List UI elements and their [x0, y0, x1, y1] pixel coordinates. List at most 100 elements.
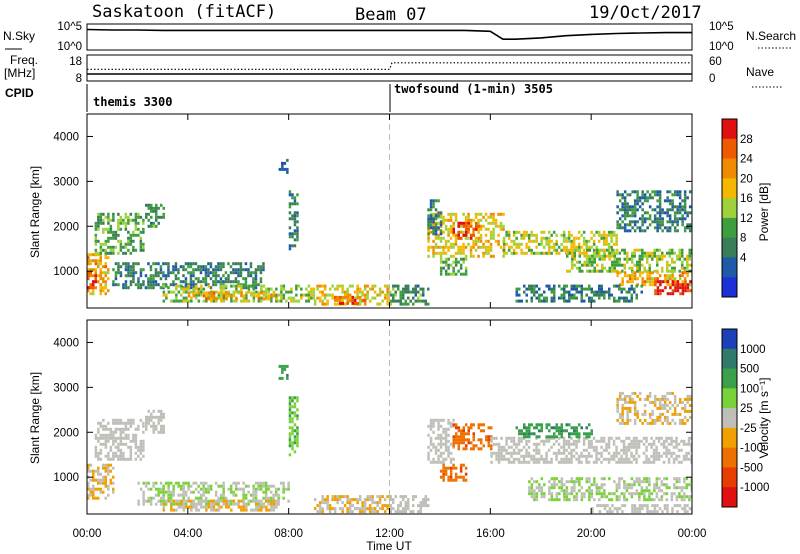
heatmap-cell [502, 251, 506, 255]
heatmap-cell [645, 448, 648, 452]
heatmap-cell [571, 260, 574, 264]
heatmap-cell [293, 429, 297, 433]
heatmap-cell [129, 457, 133, 461]
heatmap-cell [190, 499, 193, 503]
heatmap-cell [182, 296, 186, 300]
heatmap-cell [205, 299, 208, 303]
heatmap-cell [555, 429, 558, 433]
heatmap-cell [525, 439, 528, 443]
heatmap-cell [252, 484, 255, 488]
heatmap-cell [272, 508, 276, 512]
heatmap-cell [155, 215, 158, 219]
heatmap-cell [610, 498, 614, 502]
heatmap-cell [623, 217, 627, 221]
heatmap-cell [429, 199, 433, 203]
heatmap-cell [280, 287, 283, 291]
heatmap-cell [281, 376, 284, 380]
heatmap-cell [671, 283, 675, 287]
heatmap-cell [635, 477, 639, 481]
heatmap-cell [259, 487, 263, 491]
heatmap-cell [429, 427, 433, 431]
heatmap-cell [154, 280, 158, 284]
heatmap-cell [530, 486, 534, 490]
heatmap-cell [595, 454, 598, 458]
heatmap-cell [104, 469, 107, 473]
heatmap-cell [99, 472, 102, 476]
heatmap-cell [573, 483, 576, 487]
heatmap-cell [346, 301, 349, 305]
heatmap-cell [150, 215, 153, 219]
heatmap-cell [638, 418, 642, 422]
heatmap-cell [215, 297, 218, 301]
heatmap-cell [220, 297, 223, 301]
heatmap-cell [99, 262, 102, 266]
heatmap-cell [300, 293, 303, 297]
heatmap-cell [244, 493, 248, 497]
heatmap-cell [293, 244, 297, 248]
heatmap-cell [673, 406, 677, 410]
heatmap-cell [655, 445, 658, 449]
heatmap-cell [651, 257, 654, 261]
heatmap-cell [633, 391, 637, 395]
heatmap-cell [159, 487, 163, 491]
heatmap-cell [515, 457, 518, 461]
heatmap-cell [222, 291, 226, 295]
heatmap-cell [114, 262, 118, 266]
heatmap-cell [502, 457, 506, 461]
heatmap-cell [572, 454, 576, 458]
heatmap-cell [568, 492, 571, 496]
heatmap-cell [681, 254, 684, 258]
heatmap-cell [464, 254, 468, 258]
heatmap-cell [296, 214, 299, 218]
heatmap-cell [262, 297, 266, 301]
heatmap-cell [132, 248, 135, 252]
heatmap-cell [616, 223, 619, 227]
heatmap-cell [512, 242, 516, 246]
heatmap-cell [684, 289, 687, 293]
heatmap-cell [632, 436, 636, 440]
heatmap-cell [613, 251, 616, 255]
heatmap-cell [412, 290, 415, 294]
heatmap-cell [664, 286, 667, 290]
heatmap-cell [237, 481, 240, 485]
heatmap-cell [527, 248, 531, 252]
heatmap-cell [673, 412, 677, 416]
heatmap-cell [632, 457, 636, 461]
colorbar-segment [722, 467, 737, 488]
heatmap-cell [346, 295, 349, 299]
heatmap-cell [232, 499, 236, 503]
heatmap-cell [545, 460, 548, 464]
heatmap-cell [641, 217, 644, 221]
heatmap-cell [525, 432, 528, 436]
heatmap-cell [288, 408, 292, 412]
heatmap-cell [601, 269, 604, 273]
heatmap-cell [671, 260, 674, 264]
heatmap-cell [277, 299, 281, 303]
heatmap-cell [296, 399, 299, 403]
heatmap-cell [189, 490, 193, 494]
heatmap-cell [560, 486, 564, 490]
heatmap-cell [212, 274, 215, 278]
heatmap-cell [297, 299, 301, 303]
heatmap-cell [464, 218, 468, 222]
heatmap-cell [642, 460, 646, 464]
heatmap-cell [346, 299, 349, 303]
heatmap-cell [494, 239, 498, 243]
heatmap-cell [668, 248, 671, 252]
heatmap-cell [439, 451, 443, 455]
heatmap-cell [174, 268, 178, 272]
heatmap-cell [645, 477, 649, 481]
heatmap-cell [222, 487, 225, 491]
heatmap-cell [373, 501, 377, 505]
heatmap-cell [510, 245, 513, 249]
heatmap-cell [439, 460, 443, 464]
heatmap-cell [134, 457, 138, 461]
heatmap-cell [351, 301, 354, 305]
heatmap-cell [282, 296, 286, 300]
heatmap-cell [255, 505, 258, 509]
heatmap-cell [442, 230, 445, 234]
heatmap-cell [102, 271, 105, 275]
heatmap-cell [434, 460, 438, 464]
heatmap-cell [603, 251, 606, 255]
heatmap-cell [616, 271, 619, 275]
